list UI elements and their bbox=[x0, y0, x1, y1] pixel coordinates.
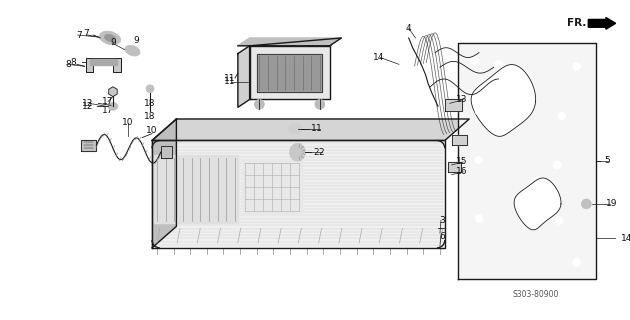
Circle shape bbox=[553, 161, 561, 169]
Text: 11: 11 bbox=[224, 74, 236, 83]
Ellipse shape bbox=[108, 102, 118, 110]
Polygon shape bbox=[152, 119, 469, 140]
Text: 9: 9 bbox=[134, 36, 139, 45]
Polygon shape bbox=[238, 46, 249, 107]
Polygon shape bbox=[471, 65, 536, 136]
Polygon shape bbox=[242, 160, 302, 214]
Text: 19: 19 bbox=[606, 199, 617, 208]
Ellipse shape bbox=[125, 45, 140, 56]
Polygon shape bbox=[445, 100, 462, 111]
Text: 11: 11 bbox=[224, 77, 235, 86]
Polygon shape bbox=[457, 43, 596, 279]
Text: 15: 15 bbox=[455, 157, 467, 166]
Circle shape bbox=[475, 156, 483, 164]
Circle shape bbox=[146, 85, 154, 93]
Polygon shape bbox=[249, 46, 329, 100]
Circle shape bbox=[470, 57, 478, 64]
Circle shape bbox=[555, 217, 563, 224]
Polygon shape bbox=[89, 60, 117, 65]
Text: 9: 9 bbox=[110, 38, 116, 47]
Ellipse shape bbox=[100, 31, 120, 45]
Text: 13: 13 bbox=[455, 95, 467, 104]
Polygon shape bbox=[152, 119, 176, 248]
Text: 10: 10 bbox=[146, 126, 158, 135]
Text: S303-80900: S303-80900 bbox=[512, 290, 559, 299]
Circle shape bbox=[475, 107, 483, 115]
Text: 14: 14 bbox=[373, 53, 384, 62]
Text: FR.: FR. bbox=[567, 18, 587, 28]
Polygon shape bbox=[238, 38, 341, 46]
Ellipse shape bbox=[290, 143, 306, 161]
Polygon shape bbox=[452, 135, 467, 145]
Polygon shape bbox=[81, 140, 96, 151]
Circle shape bbox=[573, 259, 580, 266]
Circle shape bbox=[495, 60, 502, 68]
Text: 6: 6 bbox=[439, 232, 445, 241]
Text: 3: 3 bbox=[439, 216, 445, 225]
Ellipse shape bbox=[105, 34, 116, 42]
Text: 8: 8 bbox=[70, 58, 76, 67]
Text: 5: 5 bbox=[604, 156, 610, 165]
Text: 17: 17 bbox=[102, 97, 114, 106]
Text: 17: 17 bbox=[102, 106, 114, 115]
Circle shape bbox=[558, 112, 566, 120]
Polygon shape bbox=[109, 87, 117, 97]
Circle shape bbox=[475, 215, 483, 222]
Text: 8: 8 bbox=[66, 60, 71, 69]
Text: 16: 16 bbox=[455, 167, 467, 176]
Text: 12: 12 bbox=[82, 99, 93, 108]
Polygon shape bbox=[154, 155, 238, 223]
Text: 1: 1 bbox=[316, 124, 322, 133]
Polygon shape bbox=[258, 54, 322, 92]
Polygon shape bbox=[514, 178, 561, 230]
Text: 7: 7 bbox=[76, 30, 82, 40]
Text: 18: 18 bbox=[144, 99, 156, 108]
Text: 12: 12 bbox=[82, 102, 93, 111]
Text: 10: 10 bbox=[122, 118, 134, 127]
Circle shape bbox=[573, 62, 580, 70]
FancyArrow shape bbox=[588, 18, 616, 29]
Text: 7: 7 bbox=[83, 28, 89, 38]
Circle shape bbox=[581, 199, 591, 209]
Polygon shape bbox=[152, 140, 445, 248]
Polygon shape bbox=[86, 58, 121, 72]
Text: 2: 2 bbox=[313, 148, 319, 157]
Text: 4: 4 bbox=[406, 24, 411, 33]
Text: 2: 2 bbox=[318, 148, 324, 157]
Text: 14: 14 bbox=[621, 234, 630, 243]
Polygon shape bbox=[448, 162, 461, 172]
Polygon shape bbox=[161, 146, 173, 158]
Text: 1: 1 bbox=[311, 124, 317, 133]
Circle shape bbox=[315, 100, 325, 109]
Circle shape bbox=[255, 100, 264, 109]
Text: 18: 18 bbox=[144, 112, 156, 121]
Ellipse shape bbox=[289, 124, 302, 134]
